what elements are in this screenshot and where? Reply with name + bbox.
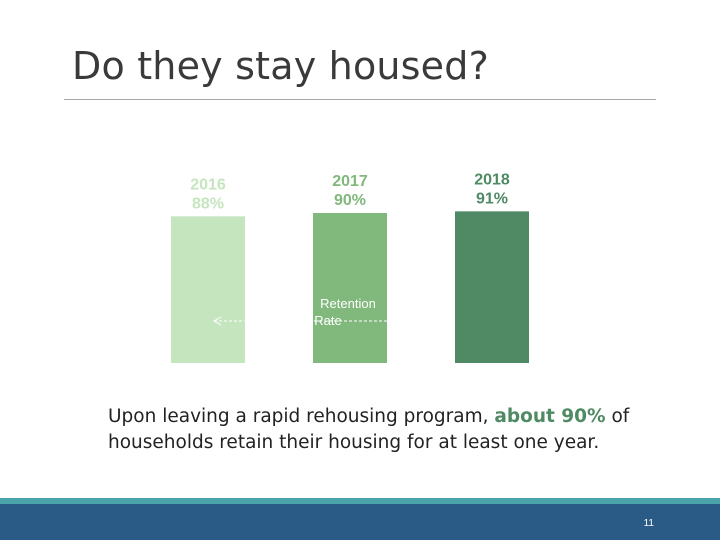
annotation-arrowhead-left <box>212 316 222 326</box>
page-number: 11 <box>643 518 654 529</box>
caption: Upon leaving a rapid rehousing program, … <box>108 404 668 456</box>
annotation-arrowhead-right <box>440 316 450 326</box>
category-label-2017: 2017 <box>332 173 368 190</box>
retention-bar-chart: Retention Rate 2016 88% 2017 90% 2018 91% <box>171 171 529 363</box>
bar-2016 <box>171 216 245 363</box>
value-label-2017: 90% <box>334 192 366 209</box>
bar-2017 <box>313 213 387 363</box>
footer-band <box>0 504 720 540</box>
annotation-label-line-2: Rate <box>314 313 341 328</box>
caption-highlight: about 90% <box>494 406 606 427</box>
value-label-2016: 88% <box>192 195 224 212</box>
retention-annotation: Retention Rate <box>212 296 450 328</box>
caption-text-end: of households retain their housing for a… <box>108 406 630 453</box>
value-label-2018: 91% <box>476 190 508 207</box>
bars-group <box>171 211 529 363</box>
footer-accent-stripe <box>0 498 720 504</box>
slide-title: Do they stay housed? <box>72 44 489 88</box>
title-divider <box>64 99 656 100</box>
category-label-2016: 2016 <box>190 176 226 193</box>
bar-2018 <box>455 211 529 363</box>
bar-labels-group: 2016 88% 2017 90% 2018 91% <box>190 171 510 212</box>
annotation-label-line-1: Retention <box>320 296 376 311</box>
caption-text-start: Upon leaving a rapid rehousing program, <box>108 406 495 427</box>
category-label-2018: 2018 <box>474 171 510 188</box>
